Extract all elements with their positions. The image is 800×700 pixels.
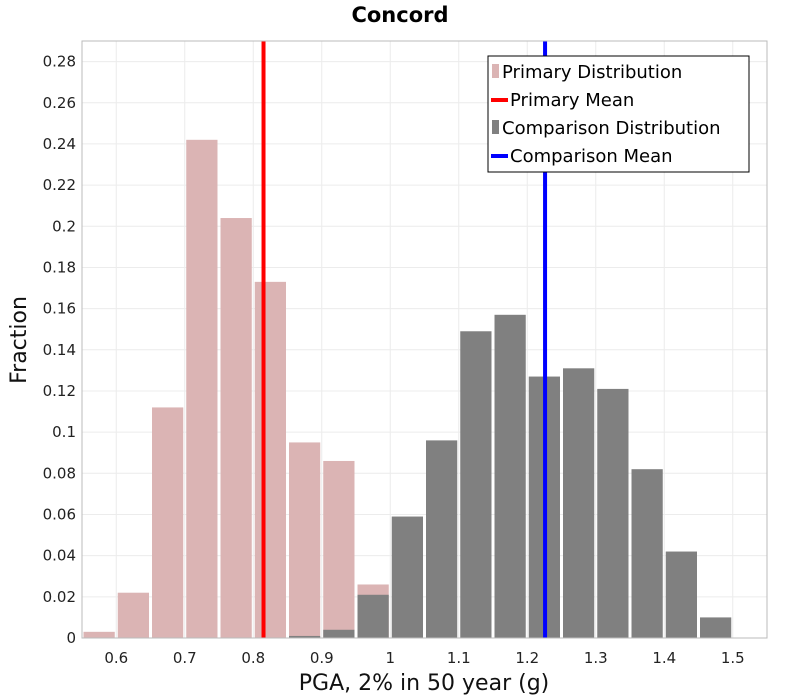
comparison-distribution-bar [391,516,423,638]
x-tick-label: 1.3 [584,649,608,667]
comparison-distribution-bar [631,469,663,638]
comparison-distribution-bar [289,635,321,638]
y-tick-label: 0.28 [43,53,76,71]
x-tick-label: 0.6 [104,649,128,667]
comparison-distribution-bars [289,314,732,638]
y-tick-label: 0.14 [43,341,76,359]
primary-distribution-bar [117,592,149,638]
x-tick-label: 1.2 [515,649,539,667]
legend-label-comparison-mean: Comparison Mean [510,146,673,167]
comparison-distribution-bar [563,368,595,638]
legend-label-primary-distribution: Primary Distribution [502,62,682,83]
x-tick-label: 1.1 [447,649,471,667]
y-tick-label: 0.16 [43,300,76,318]
y-tick-label: 0.22 [43,176,76,194]
primary-distribution-bars [83,139,389,639]
x-axis-label: PGA, 2% in 50 year (g) [299,671,550,696]
legend-label-primary-mean: Primary Mean [510,90,634,111]
y-tick-label: 0.1 [52,423,76,441]
primary-distribution-bar [186,139,218,639]
y-tick-label: 0.06 [43,505,76,523]
comparison-distribution-bar [426,440,458,638]
x-tick-label: 0.8 [241,649,265,667]
primary-distribution-bar [289,442,321,638]
y-tick-label: 0.12 [43,382,76,400]
primary-distribution-bar [83,631,115,638]
y-tick-label: 0.04 [43,547,76,565]
legend-swatch-comparison-distribution [492,120,499,134]
plot-area [81,40,768,639]
x-axis-ticks: 0.6 0.7 0.8 0.9 1 1.1 1.2 1.3 1.4 1.5 [104,649,744,667]
y-tick-label: 0.02 [43,588,76,606]
y-axis-ticks: 0 0.02 0.04 0.06 0.08 0.1 0.12 0.14 0.16 0.18 0.2 0… [43,53,76,647]
y-tick-label: 0.24 [43,135,76,153]
primary-distribution-bar [220,218,252,638]
x-tick-label: 0.7 [173,649,197,667]
y-tick-label: 0.18 [43,258,76,276]
chart-title: Concord [351,3,448,27]
x-tick-label: 1 [385,649,395,667]
legend-swatch-primary-distribution [492,64,499,78]
legend-box [487,55,750,173]
primary-distribution-bar [323,460,355,638]
y-axis-label: Fraction [7,296,32,384]
x-tick-label: 0.9 [310,649,334,667]
comparison-distribution-bar [323,629,355,638]
chart-legend: Primary Distribution Primary Mean Compar… [487,55,750,173]
comparison-distribution-bar [460,331,492,638]
comparison-distribution-bar [665,551,697,638]
comparison-distribution-bar [357,594,389,638]
x-tick-label: 1.5 [721,649,745,667]
comparison-distribution-bar [597,388,629,638]
y-tick-label: 0.08 [43,464,76,482]
x-tick-label: 1.4 [652,649,676,667]
comparison-distribution-bar [700,617,732,638]
comparison-distribution-bar [494,314,526,638]
y-tick-label: 0 [66,629,76,647]
y-tick-label: 0.2 [52,217,76,235]
y-tick-label: 0.26 [43,94,76,112]
legend-label-comparison-distribution: Comparison Distribution [502,118,721,139]
primary-distribution-bar [254,281,286,638]
primary-distribution-bar [152,407,184,638]
